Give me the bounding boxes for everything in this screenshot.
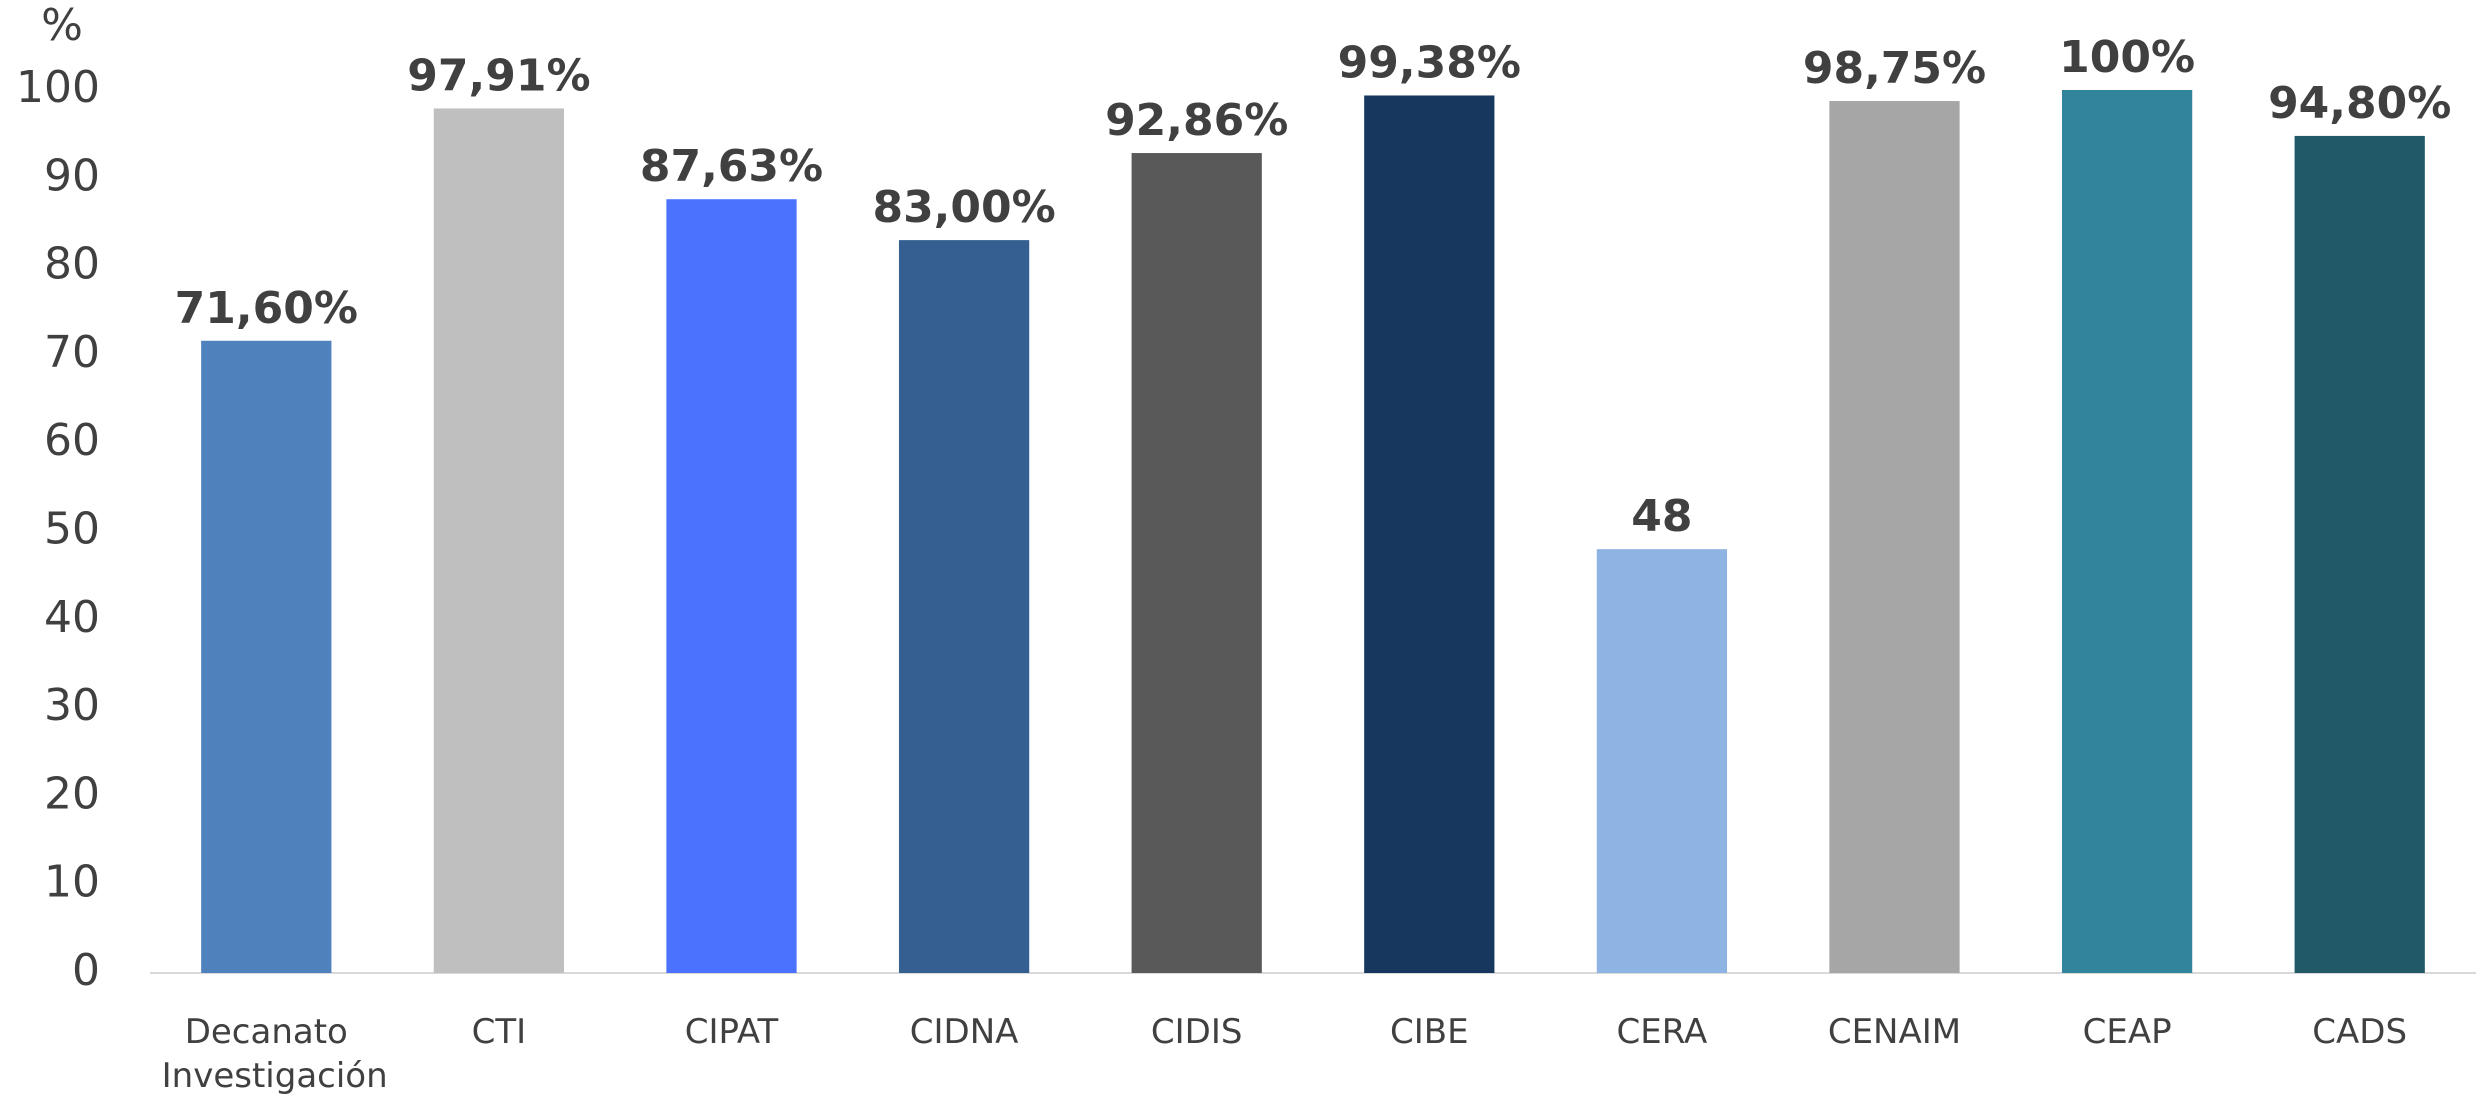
x-tick-label: CTI (471, 1012, 527, 1052)
y-tick-label: 10 (44, 857, 100, 908)
x-tick-label: CIBE (1390, 1012, 1469, 1052)
y-tick-label: 90 (44, 150, 100, 201)
y-tick-label: 0 (72, 945, 100, 996)
bar (433, 108, 565, 973)
y-tick-label: 20 (44, 768, 100, 819)
data-label: 83,00% (872, 182, 1055, 233)
x-tick-label: CIPAT (684, 1012, 779, 1052)
bar (1596, 549, 1728, 973)
y-tick-label: 80 (44, 239, 100, 290)
data-label: 87,63% (640, 141, 823, 192)
bar (2061, 90, 2193, 973)
bar (1131, 153, 1262, 973)
x-tick-label: CIDNA (909, 1012, 1019, 1052)
bar (666, 199, 797, 973)
y-axis-label: % (41, 0, 83, 51)
data-label: 100% (2059, 32, 2195, 83)
y-tick-label: 60 (44, 415, 100, 466)
bar (898, 240, 1030, 974)
x-tick-label: CIDIS (1150, 1012, 1243, 1052)
data-label: 97,91% (407, 50, 590, 101)
y-tick-label: 70 (44, 327, 100, 378)
y-tick-label: 50 (44, 504, 100, 555)
data-label: 99,38% (1338, 37, 1521, 88)
bar (201, 340, 332, 974)
y-tick-label: 40 (44, 592, 100, 643)
data-label: 94,80% (2268, 78, 2451, 129)
x-tick-label: CEAP (2082, 1012, 2172, 1052)
bar (1364, 95, 1495, 973)
y-tick-label: 30 (44, 680, 100, 731)
y-tick-label: 100 (16, 62, 100, 113)
data-label: 92,86% (1105, 95, 1288, 146)
data-label: 48 (1631, 491, 1692, 542)
data-label: 98,75% (1803, 43, 1986, 94)
x-tick-label: CENAIM (1827, 1012, 1962, 1052)
bar (2294, 135, 2425, 973)
x-tick-label: Decanato Investigación (161, 1012, 388, 1097)
bar (1829, 101, 1960, 974)
x-tick-label: CERA (1616, 1012, 1708, 1052)
data-label: 71,60% (175, 283, 358, 334)
x-tick-label: CADS (2312, 1012, 2408, 1052)
